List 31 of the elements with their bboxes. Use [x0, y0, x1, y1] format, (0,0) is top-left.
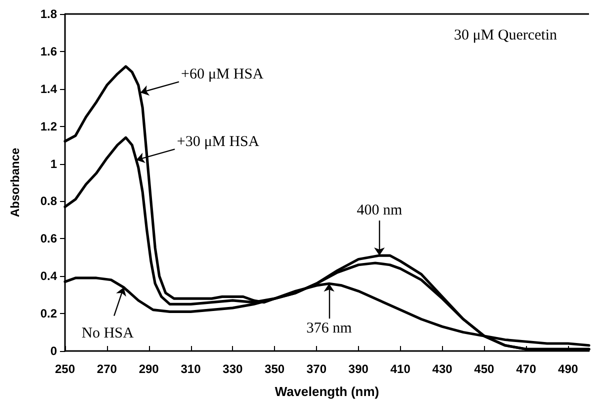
y-tick-label: 0.4	[40, 269, 58, 284]
x-axis-title: Wavelength (nm)	[274, 384, 380, 399]
x-tick-label: 470	[516, 362, 536, 376]
y-tick-label: 0.8	[40, 194, 58, 208]
x-tick-label: 490	[558, 362, 578, 376]
x-tick-label: 250	[54, 362, 76, 376]
y-tick-label: 0.2	[40, 306, 58, 321]
annotation: 30 μM Quercetin	[454, 28, 558, 44]
y-tick-label: 1	[50, 156, 58, 171]
annotation: 400 nm	[356, 202, 402, 219]
y-tick-label: 1.8	[40, 7, 58, 21]
x-tick-label: 370	[306, 362, 327, 376]
annotation: +60 μM HSA	[181, 66, 264, 83]
x-tick-label: 330	[222, 362, 244, 376]
annotation: 376 nm	[306, 320, 352, 337]
x-tick-label: 290	[138, 362, 160, 376]
x-tick-label: 270	[96, 362, 118, 376]
x-tick-label: 390	[348, 362, 369, 376]
y-tick-label: 1.6	[40, 44, 58, 58]
x-tick-label: 410	[390, 362, 411, 376]
annotation: +30 μM HSA	[176, 134, 260, 150]
x-tick-label: 310	[180, 362, 202, 376]
x-tick-label: 350	[264, 362, 285, 376]
y-tick-label: 1.2	[40, 119, 58, 134]
x-tick-label: 450	[474, 362, 495, 376]
y-axis-title: Absorbance	[8, 148, 22, 218]
y-tick-label: 0	[50, 344, 58, 358]
y-tick-label: 0.6	[40, 232, 58, 246]
annotation: No HSA	[82, 325, 134, 342]
x-tick-label: 430	[432, 362, 453, 376]
y-tick-label: 1.4	[40, 82, 58, 96]
